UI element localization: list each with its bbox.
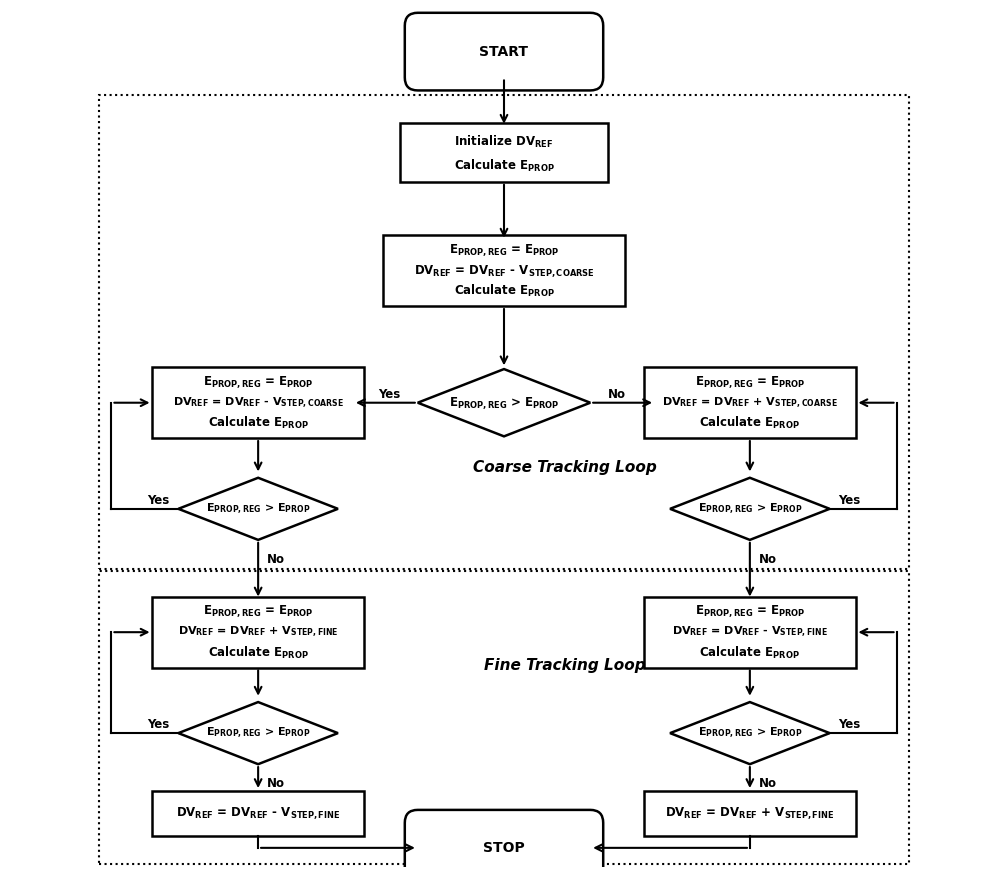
Bar [644,791,856,836]
Text: DV$_{\mathregular{REF}}$ = DV$_{\mathregular{REF}}$ - V$_{\mathregular{STEP,COAR: DV$_{\mathregular{REF}}$ = DV$_{\mathreg… [413,263,595,279]
Polygon shape [178,702,338,764]
Text: DV$_{\mathregular{REF}}$ = DV$_{\mathregular{REF}}$ - V$_{\mathregular{STEP,COAR: DV$_{\mathregular{REF}}$ = DV$_{\mathreg… [172,395,344,410]
Text: Yes: Yes [839,494,861,507]
Bar [400,123,608,182]
Text: Calculate E$_{\mathregular{PROP}}$: Calculate E$_{\mathregular{PROP}}$ [208,645,308,661]
Bar [99,571,909,864]
Text: DV$_{\mathregular{REF}}$ = DV$_{\mathregular{REF}}$ + V$_{\mathregular{STEP,COAR: DV$_{\mathregular{REF}}$ = DV$_{\mathreg… [662,395,838,410]
Bar [644,597,856,667]
Bar [152,368,364,438]
Bar [152,597,364,667]
Text: E$_{\mathregular{PROP,REG}}$ > E$_{\mathregular{PROP}}$: E$_{\mathregular{PROP,REG}}$ > E$_{\math… [206,726,310,740]
Bar [383,235,625,306]
Text: E$_{\mathregular{PROP,REG}}$ = E$_{\mathregular{PROP}}$: E$_{\mathregular{PROP,REG}}$ = E$_{\math… [203,375,313,390]
Text: E$_{\mathregular{PROP,REG}}$ > E$_{\mathregular{PROP}}$: E$_{\mathregular{PROP,REG}}$ > E$_{\math… [206,502,310,516]
Text: E$_{\mathregular{PROP,REG}}$ > E$_{\mathregular{PROP}}$: E$_{\mathregular{PROP,REG}}$ > E$_{\math… [449,395,559,410]
Bar [152,791,364,836]
Text: E$_{\mathregular{PROP,REG}}$ = E$_{\mathregular{PROP}}$: E$_{\mathregular{PROP,REG}}$ = E$_{\math… [449,242,559,258]
Text: Yes: Yes [147,718,169,731]
Text: DV$_{\mathregular{REF}}$ = DV$_{\mathregular{REF}}$ + V$_{\mathregular{STEP,FINE: DV$_{\mathregular{REF}}$ = DV$_{\mathreg… [665,806,835,821]
Bar [99,95,909,570]
Text: No: No [608,388,626,401]
Text: E$_{\mathregular{PROP,REG}}$ > E$_{\mathregular{PROP}}$: E$_{\mathregular{PROP,REG}}$ > E$_{\math… [698,502,802,516]
Text: E$_{\mathregular{PROP,REG}}$ > E$_{\mathregular{PROP}}$: E$_{\mathregular{PROP,REG}}$ > E$_{\math… [698,726,802,740]
Text: E$_{\mathregular{PROP,REG}}$ = E$_{\mathregular{PROP}}$: E$_{\mathregular{PROP,REG}}$ = E$_{\math… [203,604,313,619]
Polygon shape [670,478,830,540]
Text: Calculate E$_{\mathregular{PROP}}$: Calculate E$_{\mathregular{PROP}}$ [208,415,308,431]
Text: Calculate E$_{\mathregular{PROP}}$: Calculate E$_{\mathregular{PROP}}$ [454,159,554,174]
Text: STOP: STOP [483,841,525,854]
Text: Yes: Yes [839,718,861,731]
FancyBboxPatch shape [405,13,603,91]
Polygon shape [670,702,830,764]
Text: DV$_{\mathregular{REF}}$ = DV$_{\mathregular{REF}}$ - V$_{\mathregular{STEP,FINE: DV$_{\mathregular{REF}}$ = DV$_{\mathreg… [672,625,828,639]
Bar [644,368,856,438]
Text: E$_{\mathregular{PROP,REG}}$ = E$_{\mathregular{PROP}}$: E$_{\mathregular{PROP,REG}}$ = E$_{\math… [695,375,805,390]
Text: No: No [267,553,285,566]
Text: DV$_{\mathregular{REF}}$ = DV$_{\mathregular{REF}}$ + V$_{\mathregular{STEP,FINE: DV$_{\mathregular{REF}}$ = DV$_{\mathreg… [177,625,339,639]
Text: Initialize DV$_{\mathregular{REF}}$: Initialize DV$_{\mathregular{REF}}$ [455,134,553,150]
Text: START: START [480,44,528,58]
Text: Fine Tracking Loop: Fine Tracking Loop [484,658,645,673]
Polygon shape [417,369,591,436]
Text: Calculate E$_{\mathregular{PROP}}$: Calculate E$_{\mathregular{PROP}}$ [454,283,554,300]
Polygon shape [178,478,338,540]
Text: Calculate E$_{\mathregular{PROP}}$: Calculate E$_{\mathregular{PROP}}$ [700,645,800,661]
Text: No: No [758,553,776,566]
Text: No: No [267,777,285,790]
Text: Calculate E$_{\mathregular{PROP}}$: Calculate E$_{\mathregular{PROP}}$ [700,415,800,431]
Text: Yes: Yes [147,494,169,507]
FancyBboxPatch shape [405,810,603,871]
Text: Yes: Yes [378,388,400,401]
Text: DV$_{\mathregular{REF}}$ = DV$_{\mathregular{REF}}$ - V$_{\mathregular{STEP,FINE: DV$_{\mathregular{REF}}$ = DV$_{\mathreg… [175,806,341,821]
Text: Coarse Tracking Loop: Coarse Tracking Loop [473,460,656,475]
Text: E$_{\mathregular{PROP,REG}}$ = E$_{\mathregular{PROP}}$: E$_{\mathregular{PROP,REG}}$ = E$_{\math… [695,604,805,619]
Text: No: No [758,777,776,790]
